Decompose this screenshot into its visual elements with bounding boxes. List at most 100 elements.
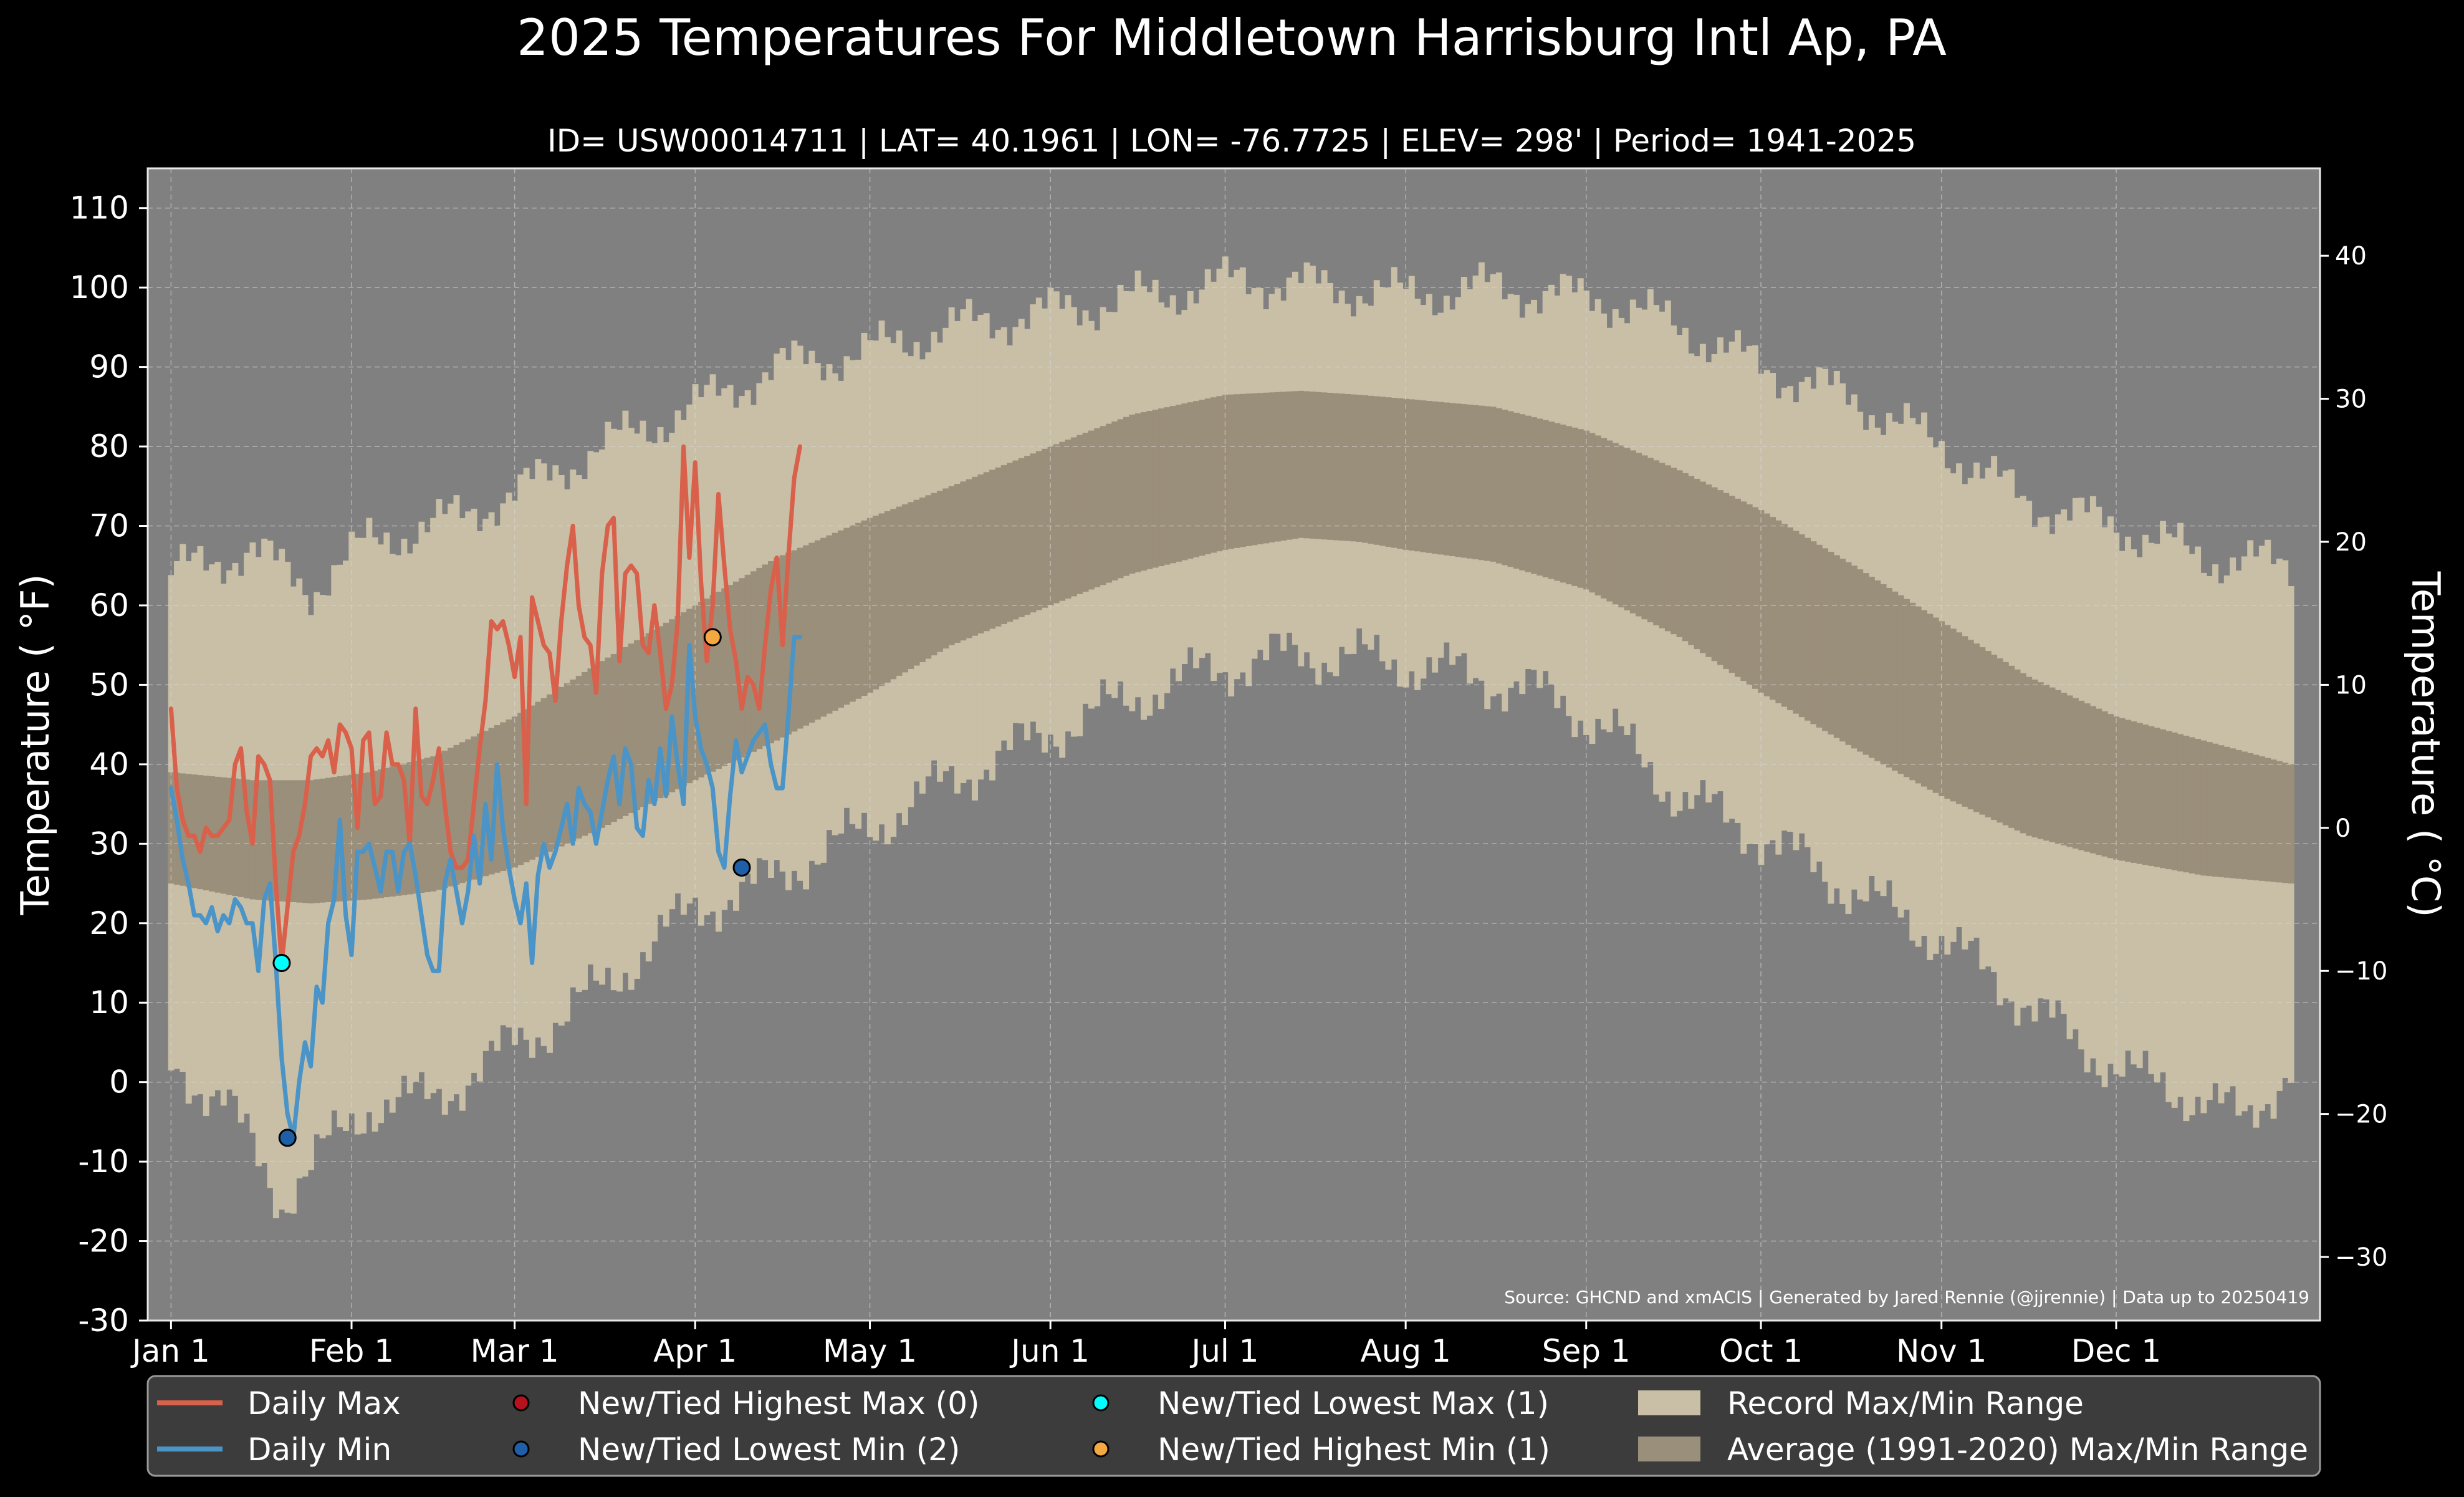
average-range-bar (1787, 527, 1794, 711)
average-range-bar (669, 619, 676, 792)
legend-item: New/Tied Lowest Max (1) (1092, 1385, 1549, 1422)
average-range-bar (1659, 463, 1666, 628)
average-range-bar (1088, 430, 1095, 590)
average-range-bar (418, 759, 425, 893)
average-range-bar (1490, 407, 1497, 562)
average-range-bar (1542, 420, 1549, 577)
average-range-bar (1070, 437, 1077, 597)
average-range-bar (1420, 400, 1427, 552)
legend-label: Daily Max (247, 1385, 401, 1422)
average-range-bar (413, 761, 419, 894)
x-tick-label: Dec 1 (2071, 1333, 2161, 1369)
average-range-bar (873, 516, 880, 690)
average-range-bar (1059, 441, 1066, 601)
average-range-bar (1502, 410, 1508, 566)
record-marker (278, 1129, 297, 1147)
average-range-bar (896, 506, 903, 676)
average-range-bar (1822, 548, 1829, 731)
average-range-bar (1292, 391, 1298, 539)
average-range-bar (1531, 417, 1537, 574)
average-range-bar (290, 780, 297, 902)
average-range-bar (972, 476, 978, 636)
average-range-bar (354, 774, 361, 900)
record-marker (732, 859, 751, 877)
average-range-bar (1199, 400, 1206, 556)
legend-label: New/Tied Lowest Max (1) (1158, 1385, 1549, 1422)
average-range-bar (680, 612, 687, 786)
average-range-bar (1268, 392, 1275, 542)
average-range-bar (1740, 501, 1747, 681)
average-range-bar (960, 481, 967, 641)
average-range-bar (1939, 621, 1945, 796)
average-range-bar (995, 467, 1002, 627)
average-range-bar (1251, 393, 1258, 546)
average-range-bar (436, 753, 443, 890)
average-range-bar (1629, 450, 1636, 614)
legend-label: Daily Min (247, 1432, 391, 1468)
y-axis-label: Temperature ( °F) (12, 574, 58, 915)
average-range-bar (1495, 408, 1502, 564)
average-range-bar (1141, 412, 1147, 571)
average-range-bar (1437, 402, 1444, 555)
average-range-bar (348, 774, 355, 901)
y2-tick-label: 30 (2335, 385, 2367, 414)
average-range-bar (785, 552, 792, 735)
average-range-bar (1169, 406, 1176, 564)
average-range-bar (360, 773, 367, 900)
average-range-bar (1577, 429, 1584, 588)
legend-swatch-dot (512, 1440, 530, 1458)
average-range-bar (2195, 739, 2202, 875)
legend-label: Average (1991-2020) Max/Min Range (1727, 1432, 2308, 1468)
average-range-bar (2084, 703, 2091, 852)
average-range-bar (1274, 392, 1281, 542)
average-range-bar (2206, 742, 2213, 877)
average-range-bar (1868, 577, 1875, 758)
average-range-bar (2089, 706, 2096, 854)
average-range-bar (1397, 398, 1404, 549)
average-range-bar (1770, 517, 1776, 700)
legend-swatch-dot (512, 1394, 530, 1412)
average-range-bar (232, 778, 239, 897)
average-range-bar (2258, 756, 2265, 881)
average-range-bar (244, 779, 251, 898)
x-tick-label: Mar 1 (471, 1333, 559, 1369)
average-range-bar (721, 588, 728, 766)
average-range-bar (674, 615, 681, 789)
average-range-bar (808, 542, 815, 723)
average-range-bar (1176, 405, 1182, 562)
average-range-bar (715, 592, 722, 769)
average-range-bar (855, 522, 862, 699)
average-range-bar (1920, 610, 1927, 787)
average-range-bar (1321, 392, 1328, 540)
average-range-bar (1373, 396, 1380, 545)
average-range-bar (2072, 698, 2079, 849)
average-range-bar (226, 777, 233, 895)
average-range-bar (826, 535, 833, 714)
average-range-bar (1228, 394, 1235, 549)
average-range-bar (727, 585, 734, 764)
average-range-bar (372, 771, 378, 899)
average-range-bar (331, 777, 338, 902)
average-range-bar (1932, 617, 1939, 793)
average-range-bar (901, 504, 908, 673)
average-range-bar (1333, 393, 1340, 541)
average-range-bar (2014, 669, 2021, 831)
average-range-bars (168, 390, 2294, 903)
average-range-bar (1828, 551, 1834, 735)
average-range-bar (1158, 408, 1164, 567)
average-range-bar (2131, 721, 2137, 863)
average-range-bar (267, 780, 274, 901)
average-range-bar (389, 766, 396, 897)
x-tick-label: Apr 1 (653, 1333, 737, 1369)
legend-swatch-dot (1092, 1440, 1110, 1458)
y2-tick-label: 20 (2335, 528, 2367, 557)
average-range-bar (803, 545, 810, 726)
legend-label: New/Tied Highest Max (0) (578, 1385, 980, 1422)
legend-label: New/Tied Lowest Min (2) (578, 1432, 960, 1468)
average-range-bar (1286, 391, 1293, 540)
average-range-bar (1303, 391, 1310, 539)
legend-item: Average (1991-2020) Max/Min Range (1638, 1432, 2308, 1468)
average-range-bar (2276, 761, 2283, 883)
average-range-bar (395, 765, 402, 896)
chart-title: 2025 Temperatures For Middletown Harrisb… (517, 9, 1947, 67)
